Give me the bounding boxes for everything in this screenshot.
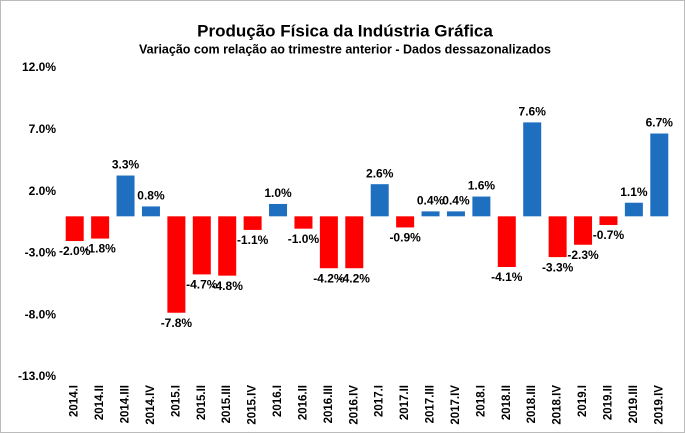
chart-title: Produção Física da Indústria Gráfica — [197, 21, 493, 40]
value-label: -2.0% — [59, 244, 91, 258]
value-label: -0.7% — [593, 228, 625, 242]
bar — [294, 216, 313, 229]
x-tick-label: 2016.II — [297, 385, 309, 420]
x-tick-label: 2017.III — [425, 385, 437, 423]
bar — [472, 196, 491, 217]
value-label: -2.3% — [567, 248, 599, 262]
value-label: 0.4% — [442, 194, 470, 208]
x-tick-label: 2018.IV — [552, 385, 564, 425]
bar — [396, 216, 415, 228]
bar — [599, 216, 618, 225]
bar — [116, 175, 135, 217]
value-label: -0.9% — [389, 231, 421, 245]
bar — [497, 216, 516, 267]
bar — [345, 216, 364, 269]
x-tick-label: 2014.IV — [145, 385, 157, 425]
x-tick-label: 2018.I — [475, 385, 487, 417]
value-label: -4.2% — [313, 271, 345, 285]
bar — [548, 216, 567, 258]
value-label: -7.8% — [161, 316, 193, 330]
value-label: -4.8% — [212, 279, 244, 293]
bar — [650, 133, 669, 217]
bar — [319, 216, 338, 269]
value-label: 6.7% — [646, 116, 674, 130]
bar — [421, 211, 440, 217]
x-tick-label: 2015.IV — [247, 385, 259, 425]
y-tick-label: 7.0% — [29, 122, 57, 136]
bar — [91, 216, 110, 239]
value-label: 3.3% — [112, 158, 140, 172]
x-tick-label: 2015.III — [221, 385, 233, 423]
bar — [243, 216, 262, 230]
x-tick-label: 2019.IV — [653, 385, 665, 425]
value-label: 1.6% — [468, 179, 496, 193]
value-label: 2.6% — [366, 166, 394, 180]
bar — [446, 211, 465, 217]
value-label: -3.3% — [542, 260, 574, 274]
y-tick-label: -13.0% — [18, 369, 56, 383]
bar — [370, 184, 389, 217]
x-tick-label: 2019.II — [602, 385, 614, 420]
x-tick-label: 2015.II — [196, 385, 208, 420]
bar — [624, 202, 643, 217]
bar — [269, 203, 288, 217]
value-label: 0.8% — [137, 189, 165, 203]
value-label: 0.4% — [417, 194, 445, 208]
y-tick-label: 2.0% — [29, 184, 57, 198]
y-tick-label: 12.0% — [22, 60, 56, 74]
x-tick-label: 2014.III — [120, 385, 132, 423]
x-tick-label: 2018.III — [526, 385, 538, 423]
y-tick-label: -8.0% — [25, 307, 57, 321]
x-tick-label: 2017.II — [399, 385, 411, 420]
bar — [192, 216, 211, 275]
bar — [141, 206, 160, 217]
x-tick-label: 2016.IV — [348, 385, 360, 425]
bar — [523, 122, 542, 217]
y-tick-label: -3.0% — [25, 246, 57, 260]
value-label: -4.7% — [186, 278, 218, 292]
value-label: 1.0% — [264, 186, 292, 200]
x-tick-label: 2015.I — [170, 385, 182, 417]
chart-subtitle: Variação com relação ao trimestre anteri… — [139, 42, 551, 56]
x-tick-label: 2019.III — [628, 385, 640, 423]
x-tick-label: 2018.II — [501, 385, 513, 420]
x-tick-label: 2016.III — [323, 385, 335, 423]
value-label: -4.2% — [339, 271, 371, 285]
bar — [65, 216, 84, 242]
value-label: -1.8% — [84, 242, 116, 256]
x-tick-label: 2014.II — [94, 385, 106, 420]
bar — [167, 216, 186, 313]
bar — [574, 216, 593, 245]
x-tick-label: 2016.I — [272, 385, 284, 417]
value-label: -1.1% — [237, 233, 269, 247]
x-tick-label: 2019.I — [577, 385, 589, 417]
value-label: -4.1% — [491, 270, 523, 284]
value-label: -1.0% — [288, 232, 320, 246]
value-label: 7.6% — [519, 105, 547, 119]
x-tick-label: 2017.IV — [450, 385, 462, 425]
bar — [218, 216, 237, 276]
value-label: 1.1% — [620, 185, 648, 199]
x-tick-label: 2014.I — [69, 385, 81, 417]
x-tick-label: 2017.I — [374, 385, 386, 417]
